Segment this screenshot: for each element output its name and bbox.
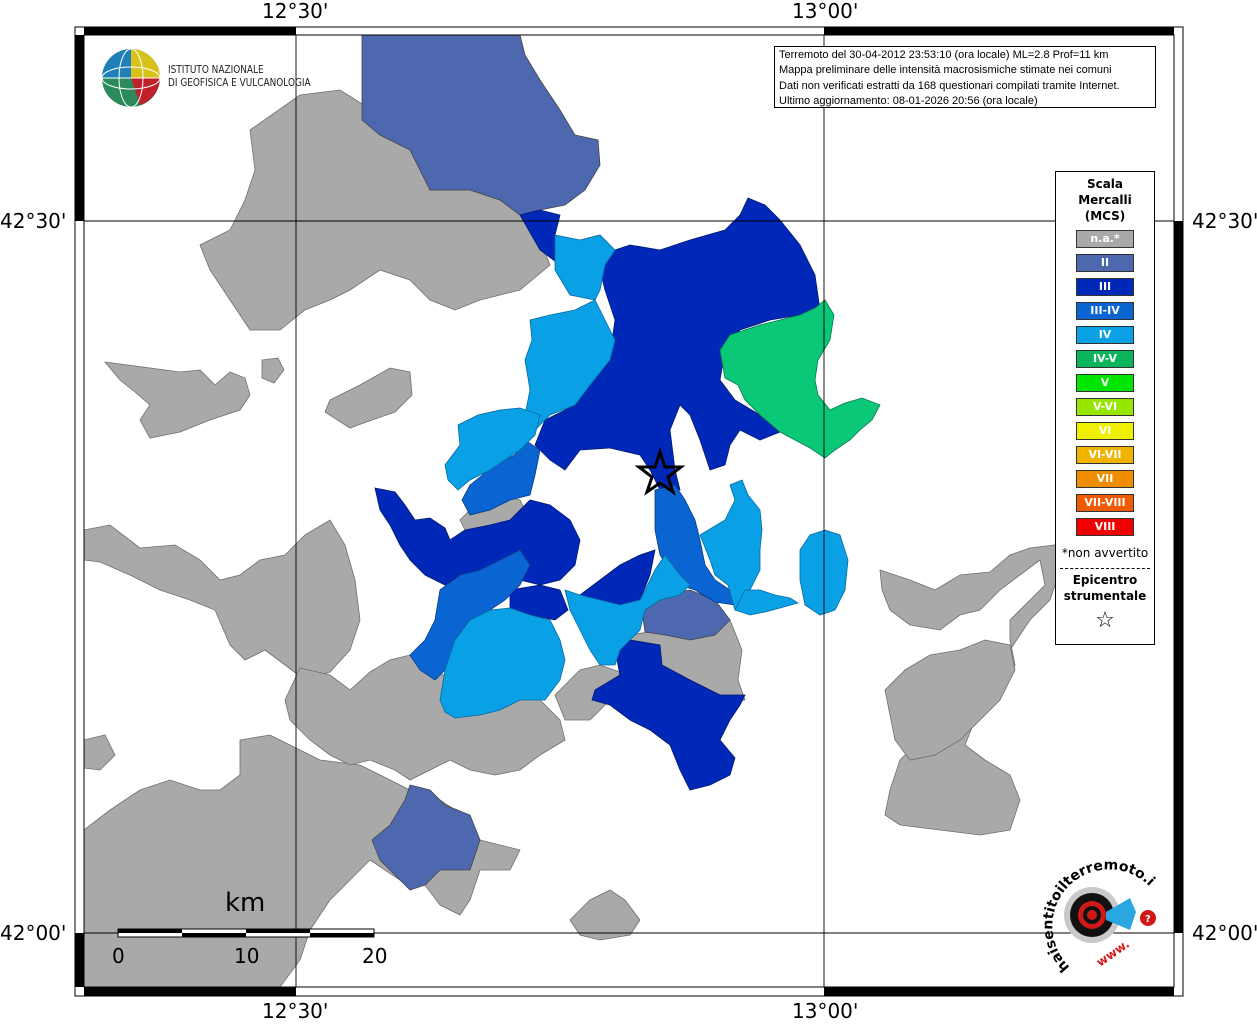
event-info-line-3: Dati non verificati estratti da 168 ques…: [779, 79, 1120, 92]
map-frame: [74, 26, 1184, 997]
legend-swatch-ii: II: [1076, 254, 1134, 272]
legend-star-icon: ☆: [1095, 608, 1115, 633]
legend-title: Scala Mercalli (MCS): [1056, 176, 1154, 224]
legend-separator: [1060, 568, 1150, 569]
legend-swatch-v: V: [1076, 374, 1134, 392]
legend-swatch-iv-v: IV-V: [1076, 350, 1134, 368]
legend-swatch-vii-viii: VII-VIII: [1076, 494, 1134, 512]
legend-swatch-vii: VII: [1076, 470, 1134, 488]
ingv-logo-text: ISTITUTO NAZIONALE DI GEOFISICA E VULCAN…: [168, 64, 311, 90]
municipalities-iii: [374, 197, 821, 791]
municipalities-iv-v: [719, 299, 881, 459]
hsit-logo-url: www.: [1094, 937, 1132, 970]
legend-swatch-iii: III: [1076, 278, 1134, 296]
legend-swatch-iv: IV: [1076, 326, 1134, 344]
legend-title-line-3: (MCS): [1084, 209, 1126, 223]
scale-bar-tick-10: 10: [234, 944, 260, 968]
ingv-logo-line-1: ISTITUTO NAZIONALE: [168, 64, 264, 76]
lon-label-top-2: 13°00': [792, 0, 859, 23]
legend-epicenter-line-2: strumentale: [1063, 589, 1147, 603]
lon-label-bottom-2: 13°00': [792, 999, 859, 1023]
legend-swatch-vi: VI: [1076, 422, 1134, 440]
legend-epicenter-label: Epicentro strumentale: [1056, 572, 1154, 604]
legend-title-line-2: Mercalli: [1078, 193, 1132, 207]
hsit-logo-icon: ?: [1064, 887, 1156, 943]
legend-swatch-v-vi: V-VI: [1076, 398, 1134, 416]
ingv-logo-icon: [101, 48, 161, 108]
mcs-legend: Scala Mercalli (MCS) n.a.* II III III-IV IV I…: [1055, 171, 1155, 645]
scale-bar-tick-0: 0: [112, 944, 125, 968]
municipalities-ii: [361, 35, 731, 891]
lat-label-right-2: 42°00': [1192, 921, 1257, 945]
lat-label-right-1: 42°30': [1192, 209, 1257, 233]
lon-label-bottom-1: 12°30': [262, 999, 329, 1023]
municipality-layer: [84, 35, 1061, 987]
legend-note: *non avvertito: [1061, 546, 1149, 560]
event-info-line-1: Terremoto del 30-04-2012 23:53:10 (ora l…: [779, 49, 1109, 61]
ingv-logo-line-2: DI GEOFISICA E VULCANOLOGIA: [168, 77, 311, 89]
legend-swatch-vi-vii: VI-VII: [1076, 446, 1134, 464]
event-info-line-4: Ultimo aggiornamento: 08-01-2026 20:56 (…: [779, 95, 1038, 108]
scale-bar: [117, 928, 375, 938]
municipalities-iv: [439, 234, 849, 719]
legend-swatch-iii-iv: III-IV: [1076, 302, 1134, 320]
epicenter-star-icon: [634, 447, 686, 496]
legend-swatch-n-a: n.a.*: [1076, 230, 1134, 248]
lat-label-left-1: 42°30': [0, 209, 67, 233]
lat-label-left-2: 42°00': [0, 921, 67, 945]
svg-text:?: ?: [1145, 914, 1151, 925]
scale-bar-tick-20: 20: [362, 944, 388, 968]
event-info-box: Terremoto del 30-04-2012 23:53:10 (ora l…: [774, 46, 1156, 108]
event-info-line-2: Mappa preliminare delle intensità macros…: [779, 64, 1112, 77]
hsit-logo-text-svg: haisentitoilterremoto.it www.: [1030, 855, 1158, 975]
legend-title-line-1: Scala: [1086, 177, 1124, 191]
legend-epicenter-line-1: Epicentro: [1072, 573, 1138, 587]
legend-swatch-viii: VIII: [1076, 518, 1134, 536]
scale-bar-unit: km: [225, 888, 266, 918]
lon-label-top-1: 12°30': [262, 0, 329, 23]
